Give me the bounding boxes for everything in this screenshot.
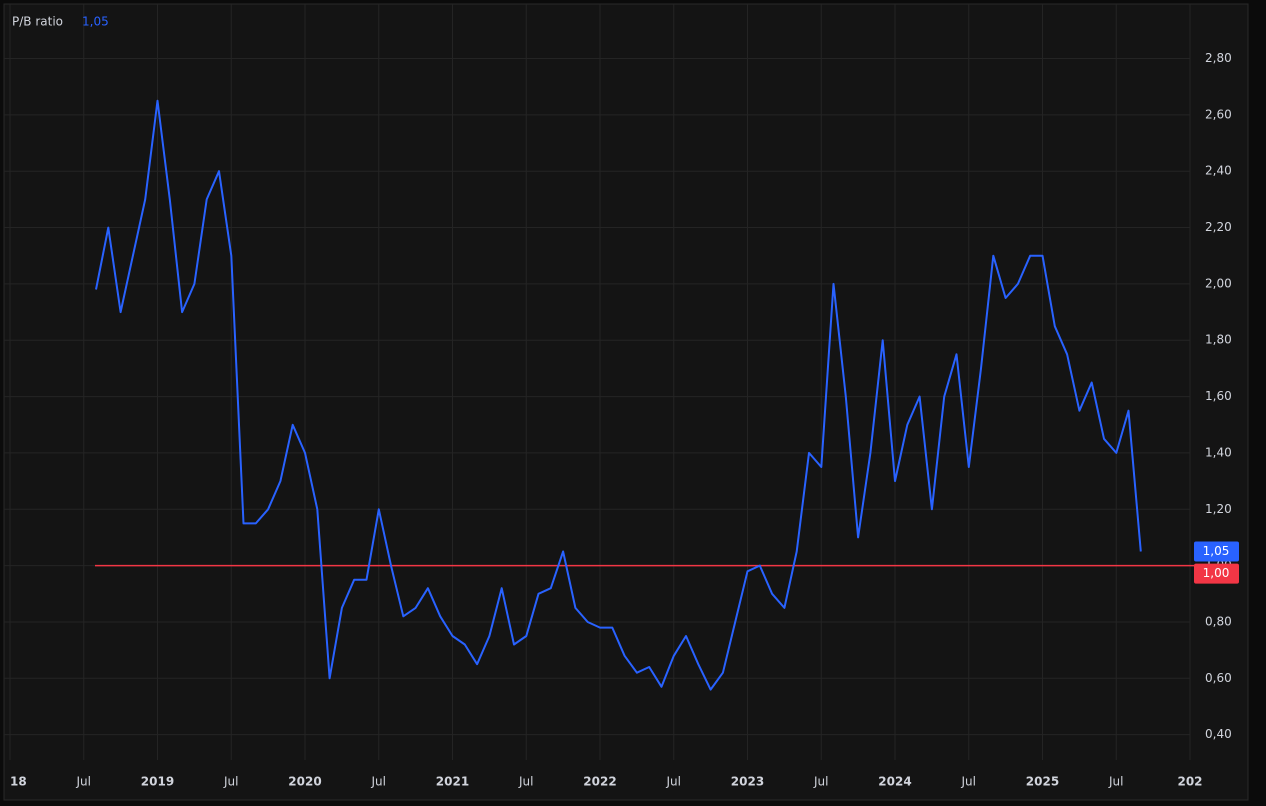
y-tick-label: 1,60 [1205, 389, 1232, 403]
x-tick-label: Jul [76, 775, 91, 789]
y-tick-label: 0,60 [1205, 671, 1232, 685]
x-tick-label: Jul [223, 775, 238, 789]
chart-background [3, 3, 1249, 801]
axes: 0,40 0,60 0,80 1,00 1,20 1,40 1,60 1,80 2,00 2,20… [10, 51, 1239, 789]
x-tick-label: 2025 [1026, 775, 1059, 789]
y-tick-label: 0,80 [1205, 614, 1232, 628]
series-line [95, 99, 1142, 691]
y-tick-label: 1,80 [1205, 333, 1232, 347]
x-tick-label: Jul [961, 775, 976, 789]
y-tick-label: 2,00 [1205, 276, 1232, 290]
x-tick-label: Jul [813, 775, 828, 789]
x-tick-label: 2024 [878, 775, 911, 789]
x-tick-label: Jul [1108, 775, 1123, 789]
x-tick-label: 2023 [731, 775, 764, 789]
grid [4, 4, 1191, 760]
legend-last-value: 1,05 [82, 15, 109, 29]
x-tick-label: Jul [518, 775, 533, 789]
x-tick-label: Jul [371, 775, 386, 789]
y-tick-label: 0,40 [1205, 727, 1232, 741]
reference-badge [1194, 563, 1239, 584]
legend-series-name: P/B ratio [12, 15, 63, 29]
x-tick-label: 2021 [436, 775, 469, 789]
y-tick-label: 1,20 [1205, 502, 1232, 516]
reference-label: 1,00 [1203, 566, 1230, 580]
x-tick-label: 2022 [583, 775, 616, 789]
x-tick-label: 2019 [141, 775, 174, 789]
y-tick-label: 2,40 [1205, 164, 1232, 178]
y-tick-label: 2,60 [1205, 107, 1232, 121]
plot [95, 99, 1194, 691]
last-value-label: 1,05 [1203, 544, 1230, 558]
x-tick-label: 18 [10, 775, 27, 789]
last-value-badge [1194, 541, 1239, 562]
x-tick-label: 2020 [288, 775, 321, 789]
y-tick-label: 1,40 [1205, 445, 1232, 459]
x-tick-label: 202 [1177, 775, 1202, 789]
y-tick-label: 2,20 [1205, 220, 1232, 234]
y-tick-label: 2,80 [1205, 51, 1232, 65]
x-tick-label: Jul [666, 775, 681, 789]
